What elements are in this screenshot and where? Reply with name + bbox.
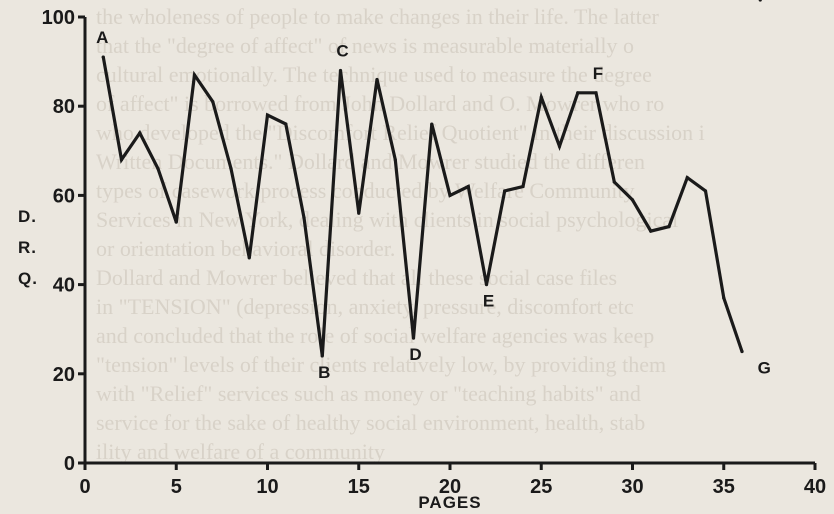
y-tick-label: 40	[53, 275, 75, 297]
data-point	[448, 193, 452, 197]
x-tick-label: 30	[621, 476, 643, 498]
point-label-g: G	[758, 359, 771, 378]
data-point	[393, 158, 397, 162]
x-tick-label: 0	[79, 476, 90, 498]
y-tick-label: 80	[53, 96, 75, 118]
data-point	[685, 175, 689, 180]
series-line	[101, 55, 744, 357]
data-point	[119, 158, 124, 162]
data-point	[594, 91, 598, 95]
data-point	[612, 180, 616, 184]
data-point	[375, 77, 379, 82]
data-point	[156, 167, 160, 171]
data-point	[521, 184, 525, 189]
x-axis-title: PAGES	[418, 493, 481, 512]
data-point	[466, 184, 470, 189]
point-label-f: F	[593, 64, 603, 83]
x-tick-label: 35	[713, 476, 735, 498]
y-tick-label: 100	[42, 7, 75, 29]
data-point	[338, 68, 343, 73]
data-point	[484, 283, 489, 287]
data-point	[192, 73, 197, 77]
x-tick-label: 10	[256, 476, 278, 498]
y-axis-title-part: D.	[18, 207, 37, 226]
data-point	[576, 91, 580, 95]
data-point	[357, 211, 361, 215]
data-point	[174, 220, 178, 224]
x-tick-label: 20	[439, 476, 461, 498]
data-point	[284, 122, 288, 126]
data-point	[740, 349, 744, 354]
x-tick-label: 5	[171, 476, 182, 498]
data-point	[503, 189, 507, 193]
data-point	[411, 336, 416, 340]
data-point	[247, 256, 251, 260]
data-point	[630, 198, 635, 202]
data-point	[557, 144, 562, 148]
x-tick-label: 15	[348, 476, 370, 498]
data-point	[101, 55, 105, 59]
y-axis-title-part: R.	[18, 238, 37, 257]
point-label-e: E	[483, 292, 494, 311]
data-point	[649, 229, 653, 233]
point-label-a: A	[96, 28, 108, 47]
data-point	[265, 113, 270, 117]
y-tick-label: 20	[53, 364, 75, 386]
data-point	[430, 122, 434, 126]
x-tick-label: 25	[530, 476, 552, 498]
data-point	[667, 225, 671, 229]
data-point	[722, 296, 726, 300]
point-label-d: D	[409, 345, 421, 364]
data-point	[539, 95, 543, 99]
data-point	[703, 189, 708, 193]
data-point	[138, 131, 142, 135]
x-tick-label: 40	[804, 476, 826, 498]
y-tick-label: 60	[53, 185, 75, 207]
point-label-c: C	[336, 42, 348, 61]
data-point	[320, 354, 324, 358]
data-point	[302, 216, 306, 220]
point-label-b: B	[318, 363, 330, 382]
data-point	[211, 100, 215, 104]
data-point	[229, 167, 233, 171]
y-axis-title-part: Q.	[18, 269, 38, 288]
y-tick-label: 0	[64, 453, 75, 475]
data-point	[758, 0, 762, 2]
